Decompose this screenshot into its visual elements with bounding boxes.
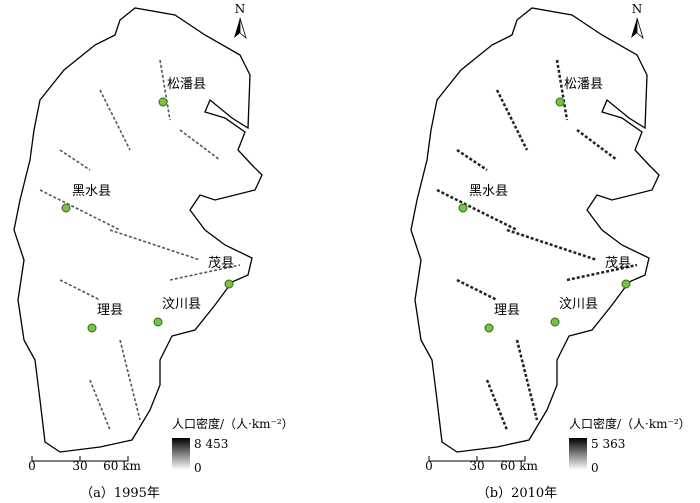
north-arrow <box>234 18 240 38</box>
north-arrow <box>631 18 637 38</box>
legend-ramp <box>172 438 190 470</box>
north-label: N <box>235 2 246 16</box>
legend-max: 5 363 <box>591 437 625 451</box>
county-label: 黑水县 <box>469 184 508 199</box>
scale-label: 60 km <box>103 459 141 473</box>
density-streak <box>89 379 111 431</box>
scale-label: 30 <box>72 459 87 473</box>
legend-title: 人口密度/（人·km⁻²） <box>569 416 691 431</box>
county-label: 松潘县 <box>167 77 206 92</box>
density-streak <box>59 279 101 301</box>
scale-label: 30 <box>469 459 484 473</box>
legend-min: 0 <box>591 461 599 475</box>
density-streak <box>566 263 638 282</box>
scale-bar <box>31 456 129 462</box>
region-outline <box>13 7 263 453</box>
scale-label: 0 <box>28 459 36 473</box>
county-seat <box>87 323 97 333</box>
north-label: N <box>632 2 643 16</box>
legend-ramp <box>569 438 587 470</box>
north-arrow <box>636 17 644 40</box>
county-seat <box>458 203 468 213</box>
north-arrow <box>239 17 247 40</box>
county-seat <box>550 317 560 327</box>
legend-max: 8 453 <box>194 437 228 451</box>
county-label: 茂县 <box>208 256 234 271</box>
density-streak <box>169 264 241 281</box>
density-streak <box>119 339 141 421</box>
density-streak <box>456 148 488 172</box>
county-seat <box>224 279 234 289</box>
county-label: 茂县 <box>605 256 631 271</box>
density-streak <box>179 129 221 161</box>
panel-caption: （a）1995年 <box>80 486 160 501</box>
density-streak <box>555 59 569 121</box>
legend-min: 0 <box>194 461 202 475</box>
density-streak <box>59 149 91 171</box>
county-label: 汶川县 <box>559 296 598 312</box>
density-streak <box>495 89 529 151</box>
scale-label: 0 <box>425 459 433 473</box>
density-streak <box>506 228 598 262</box>
density-streak <box>109 229 201 261</box>
scale-label: 60 km <box>500 459 538 473</box>
county-seat <box>484 323 494 333</box>
density-streak <box>456 278 498 302</box>
county-seat <box>621 279 631 289</box>
county-label: 松潘县 <box>564 77 603 92</box>
density-streak <box>99 89 131 151</box>
density-streak <box>159 59 171 121</box>
density-streak <box>485 379 509 431</box>
county-label: 汶川县 <box>162 296 201 312</box>
county-label: 理县 <box>97 303 123 318</box>
scale-bar <box>428 456 526 462</box>
county-seat <box>153 317 163 327</box>
county-label: 理县 <box>494 303 520 318</box>
county-seat <box>61 203 71 213</box>
density-streak <box>576 129 618 161</box>
county-seat <box>158 97 168 107</box>
panel-caption: （b）2010年 <box>477 486 557 501</box>
county-seat <box>555 97 565 107</box>
region-outline <box>410 7 660 453</box>
legend-title: 人口密度/（人·km⁻²） <box>172 416 294 431</box>
density-streak <box>515 339 539 421</box>
county-label: 黑水县 <box>72 184 111 199</box>
